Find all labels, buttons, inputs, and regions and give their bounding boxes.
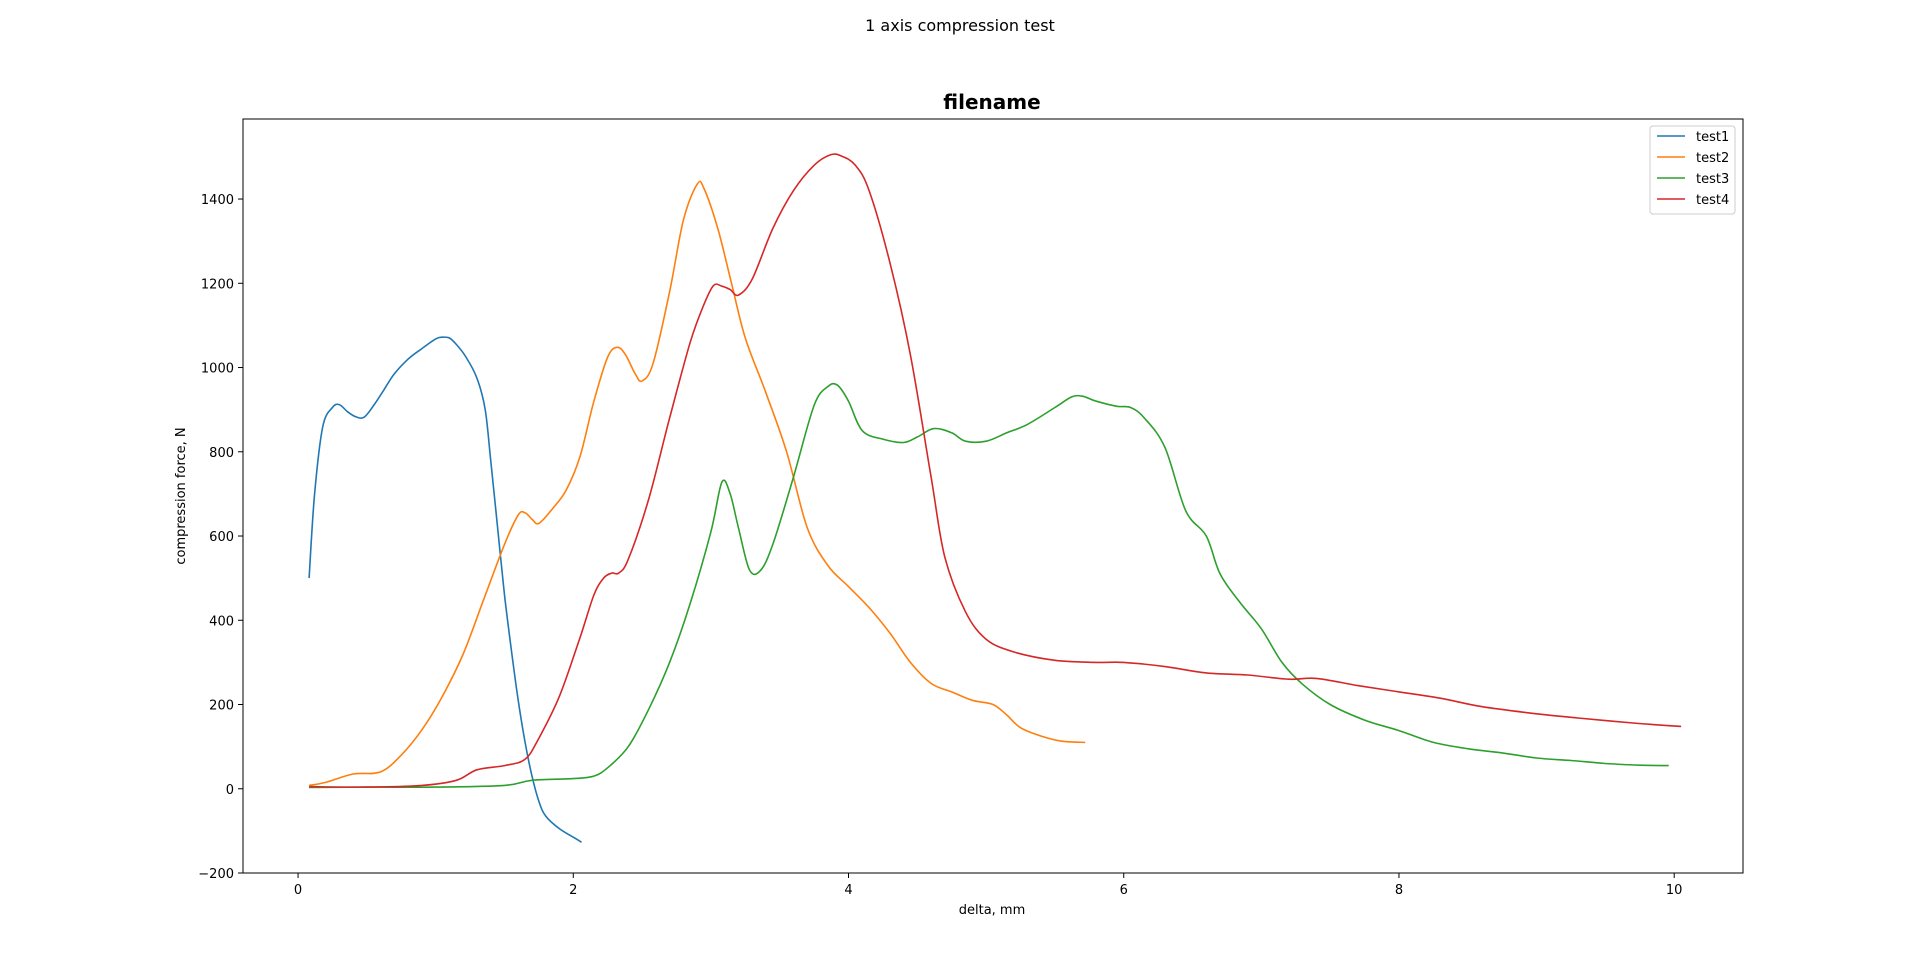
x-tick-label: 8 — [1395, 883, 1403, 898]
axis-ticks: 0 2 4 6 8 10 −200 0 200 400 600 800 1000 1200 1400 — [198, 193, 1682, 898]
legend-box — [1649, 125, 1736, 215]
legend-label-test2: test2 — [1696, 151, 1729, 166]
axes-frame — [242, 118, 1744, 874]
legend: test1 test2 test3 test4 — [1649, 125, 1736, 215]
series-line-test2 — [308, 180, 1086, 787]
x-tick-label: 10 — [1666, 883, 1683, 898]
y-tick-label: 400 — [209, 614, 234, 629]
legend-label-test4: test4 — [1696, 193, 1729, 208]
x-tick-label: 2 — [569, 883, 577, 898]
chart-title: filename — [943, 90, 1040, 114]
series-line-test4 — [309, 153, 1682, 788]
legend-label-test3: test3 — [1696, 172, 1729, 187]
x-tick-label: 4 — [844, 883, 852, 898]
y-axis-label: compression force, N — [174, 427, 189, 564]
series-line-test3 — [309, 382, 1669, 789]
y-tick-label: −200 — [198, 867, 234, 882]
y-tick-label: 1400 — [201, 193, 234, 208]
y-tick-label: 0 — [226, 783, 234, 798]
x-axis-label: delta, mm — [959, 903, 1026, 918]
series-line-test1 — [308, 336, 582, 843]
y-tick-label: 800 — [209, 446, 234, 461]
x-tick-label: 6 — [1120, 883, 1128, 898]
plot-lines — [308, 153, 1682, 843]
legend-label-test1: test1 — [1696, 130, 1729, 145]
y-tick-label: 600 — [209, 530, 234, 545]
y-tick-label: 200 — [209, 699, 234, 714]
y-tick-label: 1000 — [201, 362, 234, 377]
figure-suptitle: 1 axis compression test — [865, 16, 1055, 35]
x-tick-label: 0 — [294, 883, 302, 898]
y-tick-label: 1200 — [201, 277, 234, 292]
